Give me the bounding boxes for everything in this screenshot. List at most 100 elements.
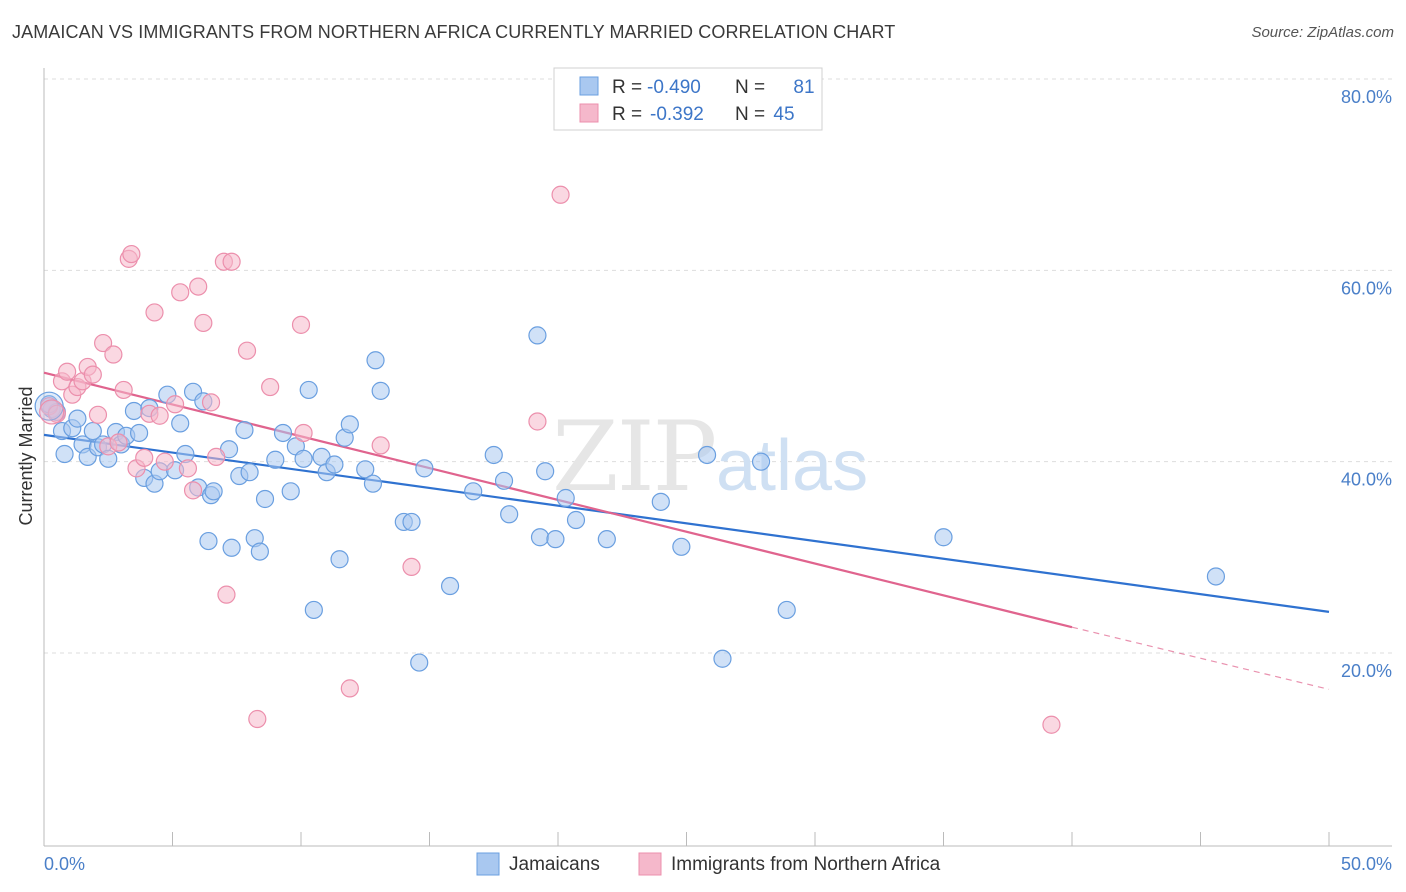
point-jamaicans <box>55 444 74 464</box>
trend-line-extension-immigrants <box>1071 626 1330 690</box>
stats-legend-n-label-2: N = <box>735 104 765 125</box>
point-jamaicans <box>546 530 565 549</box>
point-jamaicans <box>484 445 503 465</box>
point-jamaicans <box>415 459 434 478</box>
series-legend-label-immigrants: Immigrants from Northern Africa <box>671 854 941 875</box>
point-immigrants <box>39 399 65 425</box>
x-tick-label-max: 50.0% <box>1341 854 1392 874</box>
point-immigrants <box>217 585 236 604</box>
trend-line-jamaicans <box>43 433 1330 613</box>
point-jamaicans <box>410 653 429 672</box>
point-immigrants <box>122 244 141 264</box>
point-jamaicans <box>566 510 586 530</box>
point-immigrants <box>1042 715 1061 734</box>
point-immigrants <box>222 252 241 271</box>
stats-legend-box <box>553 67 823 131</box>
point-immigrants <box>189 277 208 296</box>
point-jamaicans <box>440 576 460 596</box>
stats-legend-n-value-2: 45 <box>773 104 794 125</box>
point-immigrants <box>165 395 185 414</box>
scatter-points <box>34 185 1226 734</box>
point-jamaicans <box>528 326 547 345</box>
stats-legend-swatch-jamaicans <box>579 76 599 96</box>
series-legend-label-jamaicans: Jamaicans <box>509 854 600 875</box>
point-jamaicans <box>713 649 732 668</box>
chart-title: JAMAICAN VS IMMIGRANTS FROM NORTHERN AFR… <box>12 22 896 42</box>
point-jamaicans <box>129 423 149 443</box>
point-immigrants <box>109 433 128 452</box>
point-immigrants <box>58 362 77 381</box>
point-immigrants <box>104 345 123 364</box>
stats-legend-r-label-1: R = <box>612 77 642 98</box>
point-jamaicans <box>464 482 483 501</box>
x-tick-marks <box>43 832 1330 846</box>
point-immigrants <box>402 557 421 577</box>
point-immigrants <box>340 679 359 698</box>
point-jamaicans <box>556 488 575 508</box>
watermark-zip: ZIP <box>552 401 715 513</box>
point-immigrants <box>155 452 174 471</box>
point-jamaicans <box>536 462 555 481</box>
point-jamaicans <box>371 381 390 400</box>
point-immigrants <box>178 459 198 478</box>
point-immigrants <box>114 380 133 400</box>
point-immigrants <box>171 283 190 302</box>
y-tick-labels: 20.0% 40.0% 60.0% 80.0% <box>1341 87 1392 681</box>
point-jamaicans <box>672 537 691 556</box>
point-immigrants <box>94 333 113 353</box>
stats-legend: R = -0.490 N = 81 R = -0.392 N = 45 <box>553 67 823 131</box>
series-legend: Jamaicans Immigrants from Northern Afric… <box>476 852 941 876</box>
y-axis-label: Currently Married <box>16 386 36 525</box>
point-immigrants <box>551 185 570 204</box>
point-jamaicans <box>222 538 241 557</box>
point-immigrants <box>183 481 203 500</box>
point-jamaicans <box>751 452 771 471</box>
point-immigrants <box>248 709 267 729</box>
point-jamaicans <box>340 415 359 434</box>
point-jamaicans <box>1206 567 1226 586</box>
point-immigrants <box>150 406 169 425</box>
point-immigrants <box>201 393 221 412</box>
point-jamaicans <box>299 380 318 400</box>
point-jamaicans <box>697 445 717 465</box>
point-jamaicans <box>356 460 375 479</box>
stats-legend-n-label-1: N = <box>735 77 765 98</box>
point-jamaicans <box>34 391 64 421</box>
point-jamaicans <box>304 600 323 620</box>
point-immigrants <box>528 412 547 431</box>
point-jamaicans <box>366 351 385 370</box>
point-jamaicans <box>294 449 313 468</box>
point-jamaicans <box>934 528 953 547</box>
point-jamaicans <box>240 463 259 482</box>
point-immigrants <box>371 436 390 455</box>
y-tick-label: 80.0% <box>1341 87 1392 107</box>
point-immigrants <box>237 341 257 360</box>
point-jamaicans <box>204 482 223 501</box>
stats-legend-r-value-2: -0.392 <box>650 104 704 125</box>
watermark: ZIP atlas <box>552 401 868 513</box>
point-immigrants <box>135 448 154 467</box>
point-immigrants <box>261 377 280 397</box>
point-jamaicans <box>255 489 275 509</box>
series-legend-swatch-immigrants <box>638 852 662 876</box>
point-jamaicans <box>651 492 670 511</box>
stats-legend-swatch-immigrants <box>579 103 599 123</box>
point-jamaicans <box>83 421 102 441</box>
point-immigrants <box>294 423 313 443</box>
stats-legend-r-label-2: R = <box>612 104 642 125</box>
watermark-atlas: atlas <box>716 426 868 506</box>
point-jamaicans <box>250 542 269 561</box>
stats-legend-r-value-1: -0.490 <box>647 77 701 98</box>
point-jamaicans <box>199 531 218 551</box>
point-jamaicans <box>494 471 514 490</box>
point-immigrants <box>145 303 164 322</box>
point-immigrants <box>291 315 311 334</box>
point-jamaicans <box>597 530 616 549</box>
point-jamaicans <box>124 401 144 421</box>
grid-lines <box>44 78 1392 654</box>
stats-legend-n-value-1: 81 <box>793 77 814 98</box>
point-immigrants <box>194 313 213 333</box>
point-jamaicans <box>171 414 190 433</box>
y-tick-label: 60.0% <box>1341 278 1392 298</box>
